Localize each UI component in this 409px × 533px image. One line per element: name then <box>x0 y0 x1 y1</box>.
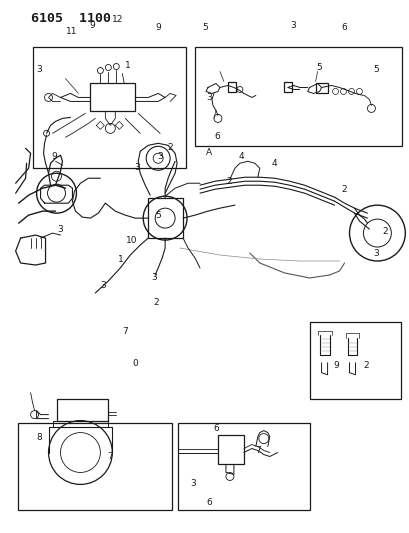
Text: 2: 2 <box>381 227 387 236</box>
Text: 2: 2 <box>363 361 369 370</box>
Text: 3: 3 <box>57 225 63 234</box>
Bar <box>178 423 309 511</box>
Text: A: A <box>205 148 211 157</box>
Text: 7: 7 <box>122 327 128 336</box>
Text: 2: 2 <box>226 177 232 186</box>
Text: 5: 5 <box>155 211 160 220</box>
Text: 3: 3 <box>151 273 156 281</box>
Bar <box>283 83 291 92</box>
Text: 6: 6 <box>214 132 220 141</box>
Text: 5: 5 <box>316 63 321 71</box>
Text: 3: 3 <box>36 66 42 74</box>
Text: 9: 9 <box>90 21 95 30</box>
Text: 4: 4 <box>271 159 276 168</box>
Text: 3: 3 <box>157 152 162 161</box>
Text: 3: 3 <box>373 249 379 259</box>
Bar <box>195 46 401 147</box>
Text: 3: 3 <box>100 281 106 290</box>
Bar <box>315 84 327 93</box>
Text: 2: 2 <box>153 298 158 307</box>
Text: 2: 2 <box>340 185 346 194</box>
Bar <box>148 198 183 238</box>
Bar <box>56 399 108 421</box>
Text: 11: 11 <box>66 27 78 36</box>
Text: 9: 9 <box>332 361 338 370</box>
Text: 3: 3 <box>135 163 140 172</box>
Text: 1: 1 <box>124 61 130 70</box>
Text: 12: 12 <box>111 15 123 25</box>
Text: 3: 3 <box>190 479 196 488</box>
Bar <box>227 83 235 92</box>
Text: 6105  1100: 6105 1100 <box>31 12 110 25</box>
Text: 2: 2 <box>167 143 173 152</box>
Bar <box>32 46 186 168</box>
Text: 5: 5 <box>373 66 379 74</box>
Text: 4: 4 <box>238 152 244 161</box>
Text: 8: 8 <box>36 433 42 442</box>
Bar <box>18 423 172 511</box>
Text: 3: 3 <box>289 21 295 30</box>
Text: 9: 9 <box>155 23 160 32</box>
Text: 1: 1 <box>118 255 124 263</box>
Text: 7: 7 <box>107 453 113 462</box>
Bar <box>309 322 400 399</box>
Text: 6: 6 <box>206 498 211 507</box>
Text: 9: 9 <box>51 152 56 161</box>
Text: 6: 6 <box>340 23 346 32</box>
Bar <box>218 434 243 464</box>
Text: 10: 10 <box>126 237 137 246</box>
Text: 3: 3 <box>206 93 211 102</box>
Text: 0: 0 <box>133 359 138 368</box>
Text: 6: 6 <box>213 424 219 433</box>
Text: 7: 7 <box>255 446 261 455</box>
Bar <box>90 84 135 111</box>
Text: 5: 5 <box>202 23 207 32</box>
